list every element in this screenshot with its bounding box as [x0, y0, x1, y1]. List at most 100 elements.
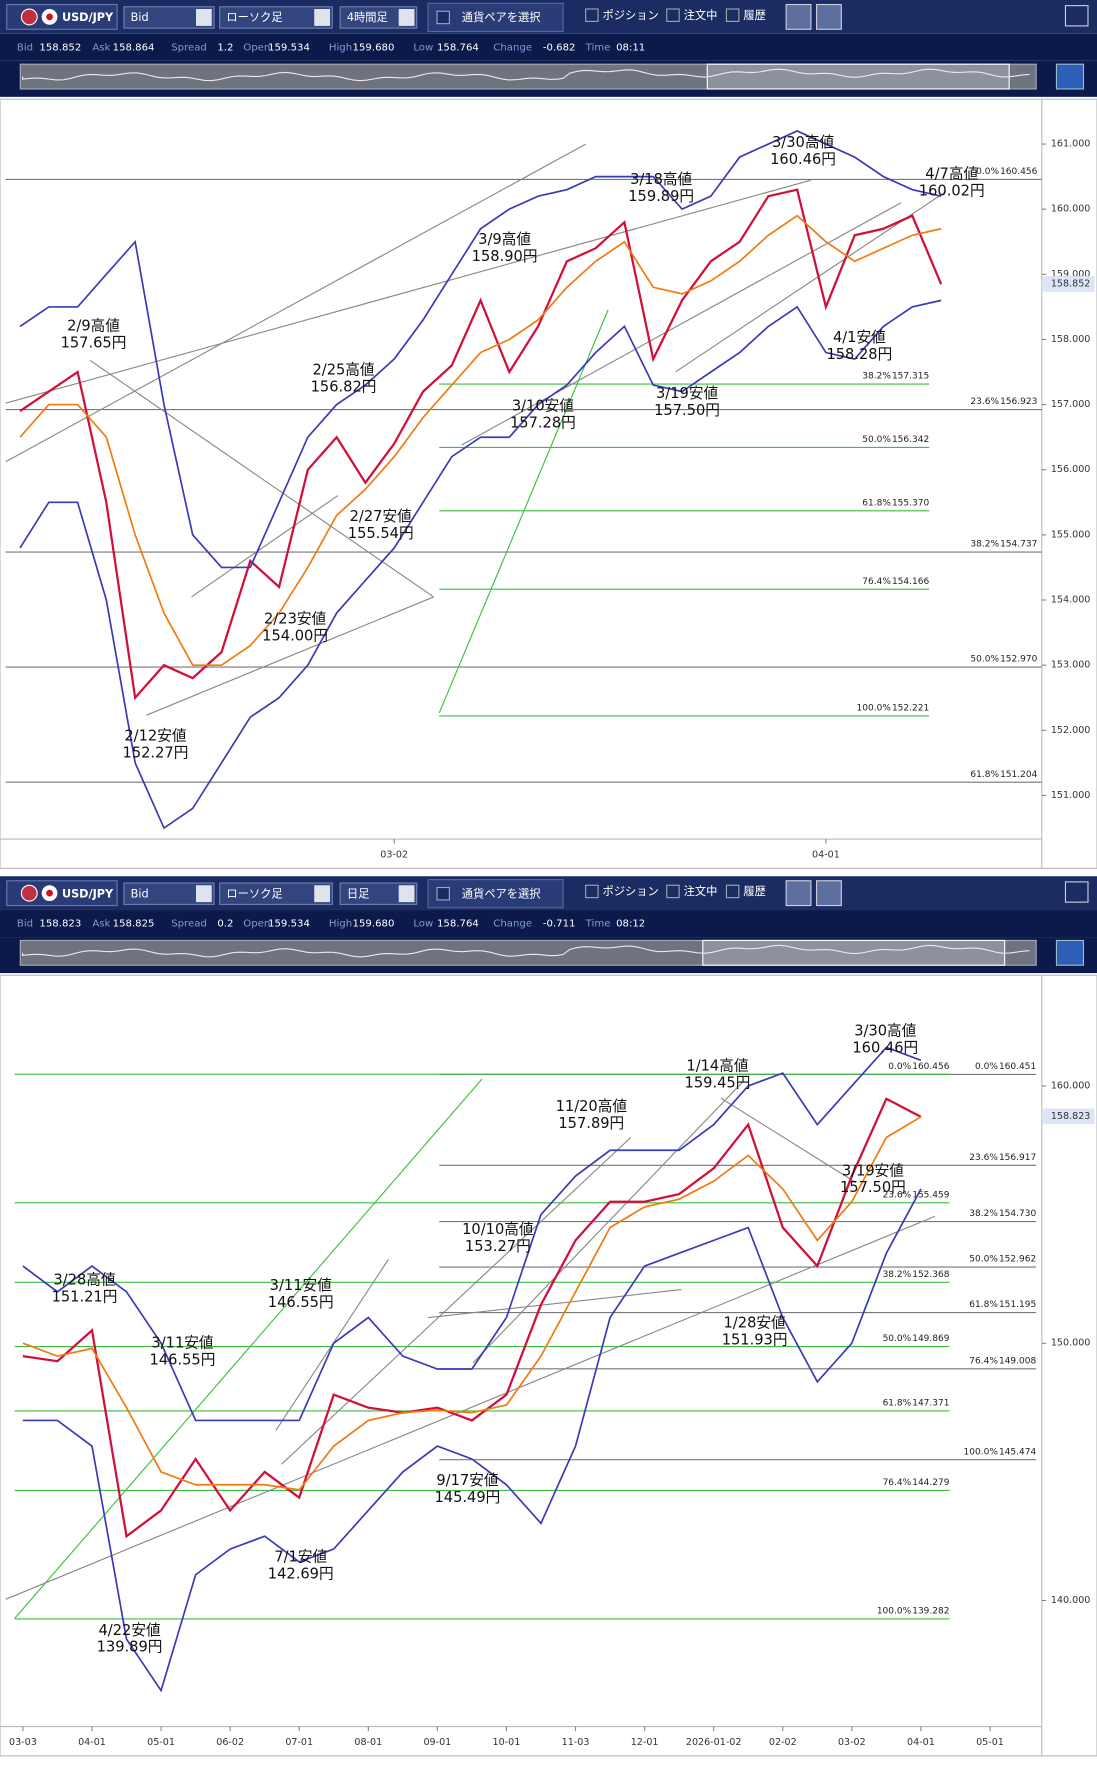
navigator-wave [21, 68, 1030, 82]
checkbox[interactable] [666, 884, 680, 899]
x-tick-label: 10-01 [493, 1737, 521, 1748]
annotation-price: 139.89円 [97, 1639, 163, 1656]
tool-icon[interactable] [785, 880, 812, 907]
trend-line [427, 1289, 682, 1319]
info-label: Spread [171, 919, 207, 930]
annotation-date: 1/14高値 [686, 1058, 748, 1075]
trend-line [472, 1080, 744, 1364]
annotation-date: 2/23安値 [264, 610, 326, 627]
annotation-price: 155.54円 [348, 525, 414, 542]
fib-percent: 23.6% [970, 397, 999, 407]
pair-box[interactable] [6, 3, 118, 30]
expand-icon[interactable] [1064, 881, 1089, 903]
tool-icon[interactable] [815, 3, 842, 30]
dropdown-text: 日足 [347, 887, 370, 900]
x-tick-label: 03-02 [838, 1737, 866, 1748]
checkbox[interactable] [725, 884, 740, 899]
trend-line [14, 1078, 483, 1619]
annotation-date: 3/18高値 [630, 171, 692, 188]
select-pair: 通貨ペアを選択 [462, 10, 541, 24]
dropdown-arrow[interactable] [195, 885, 212, 903]
x-tick-label: 06-02 [216, 1737, 244, 1748]
info-value: 158.764 [437, 42, 479, 53]
fib-percent: 50.0% [862, 435, 891, 445]
info-label: Ask [92, 919, 110, 930]
toggle-button[interactable] [1055, 63, 1085, 90]
moving-average [22, 1116, 922, 1491]
info-value: -0.711 [543, 919, 576, 930]
info-label: Time [585, 42, 611, 53]
dropdown[interactable] [123, 6, 215, 29]
annotation-date: 3/11安値 [151, 1335, 213, 1352]
plot-area [0, 974, 1097, 1757]
fib-value: 147.371 [912, 1399, 949, 1409]
info-value: 158.825 [113, 919, 155, 930]
annotation-date: 2/12安値 [124, 728, 186, 745]
info-value: 158.823 [39, 919, 81, 930]
info-label: Open [243, 42, 270, 53]
select-pair-button[interactable] [427, 879, 564, 909]
price-line [22, 1097, 922, 1539]
fib-value: 155.370 [892, 498, 929, 508]
x-tick-label: 04-01 [907, 1737, 935, 1748]
trend-line [720, 1097, 857, 1184]
dropdown[interactable] [123, 882, 215, 905]
annotation-price: 153.27円 [465, 1238, 531, 1255]
annotation-price: 152.27円 [123, 744, 189, 761]
checkbox[interactable] [585, 884, 599, 899]
checkbox[interactable] [725, 8, 740, 22]
annotation-price: 159.89円 [628, 188, 694, 205]
y-tick-label: 151.000 [1051, 790, 1091, 801]
trend-line [5, 179, 812, 404]
dropdown[interactable] [219, 6, 333, 29]
price-tag-label: 158.852 [1051, 278, 1091, 289]
checkbox[interactable] [585, 8, 599, 22]
fib-percent: 61.8% [883, 1399, 912, 1409]
fib-percent: 76.4% [862, 577, 891, 587]
fib-percent: 76.4% [883, 1478, 912, 1488]
fib-percent: 38.2% [862, 372, 891, 382]
annotation-date: 1/28安値 [724, 1314, 786, 1331]
checkbox[interactable] [436, 10, 450, 25]
dropdown[interactable] [339, 882, 418, 905]
fib-value: 152.368 [912, 1270, 949, 1280]
flag-us [20, 8, 38, 26]
fib-value: 151.195 [999, 1300, 1036, 1310]
dropdown-arrow[interactable] [195, 9, 212, 26]
price-tag [1042, 1108, 1095, 1125]
dropdown-text: Bid [131, 887, 149, 900]
info-label: Bid [17, 919, 33, 930]
info-label: High [329, 42, 352, 53]
expand-icon[interactable] [1064, 5, 1089, 27]
y-tick-label: 153.000 [1051, 660, 1091, 671]
annotation-price: 160.46円 [770, 151, 836, 168]
tool-icon[interactable] [785, 3, 812, 30]
select-pair-button[interactable] [427, 2, 564, 33]
checkbox[interactable] [666, 8, 680, 22]
dropdown[interactable] [219, 882, 333, 905]
fib-percent: 76.4% [969, 1356, 998, 1366]
annotation-date: 3/30高値 [772, 134, 834, 151]
info-value: 158.864 [113, 42, 155, 53]
x-tick-label: 09-01 [423, 1737, 451, 1748]
checkbox[interactable] [436, 886, 450, 901]
info-value: 158.852 [39, 42, 81, 53]
navigator-window[interactable] [702, 939, 1006, 966]
annotation-date: 10/10高値 [462, 1221, 534, 1238]
fib-value: 160.456 [912, 1062, 949, 1072]
dropdown-arrow[interactable] [398, 9, 415, 26]
annotation-date: 4/22安値 [98, 1622, 160, 1639]
tool-icon[interactable] [815, 880, 842, 907]
y-tick-label: 140.000 [1051, 1595, 1091, 1606]
check-label: 履歴 [743, 9, 766, 22]
x-tick-label: 11-03 [562, 1737, 590, 1748]
trend-line [5, 143, 586, 463]
x-tick-label: 12-01 [631, 1737, 659, 1748]
dropdown[interactable] [339, 6, 418, 29]
toggle-button[interactable] [1055, 939, 1085, 966]
dropdown-arrow[interactable] [398, 885, 415, 903]
annotation-price: 160.46円 [852, 1040, 918, 1057]
dropdown-arrow[interactable] [314, 885, 331, 903]
dropdown-arrow[interactable] [314, 9, 331, 26]
info-value: 0.2 [217, 919, 233, 930]
